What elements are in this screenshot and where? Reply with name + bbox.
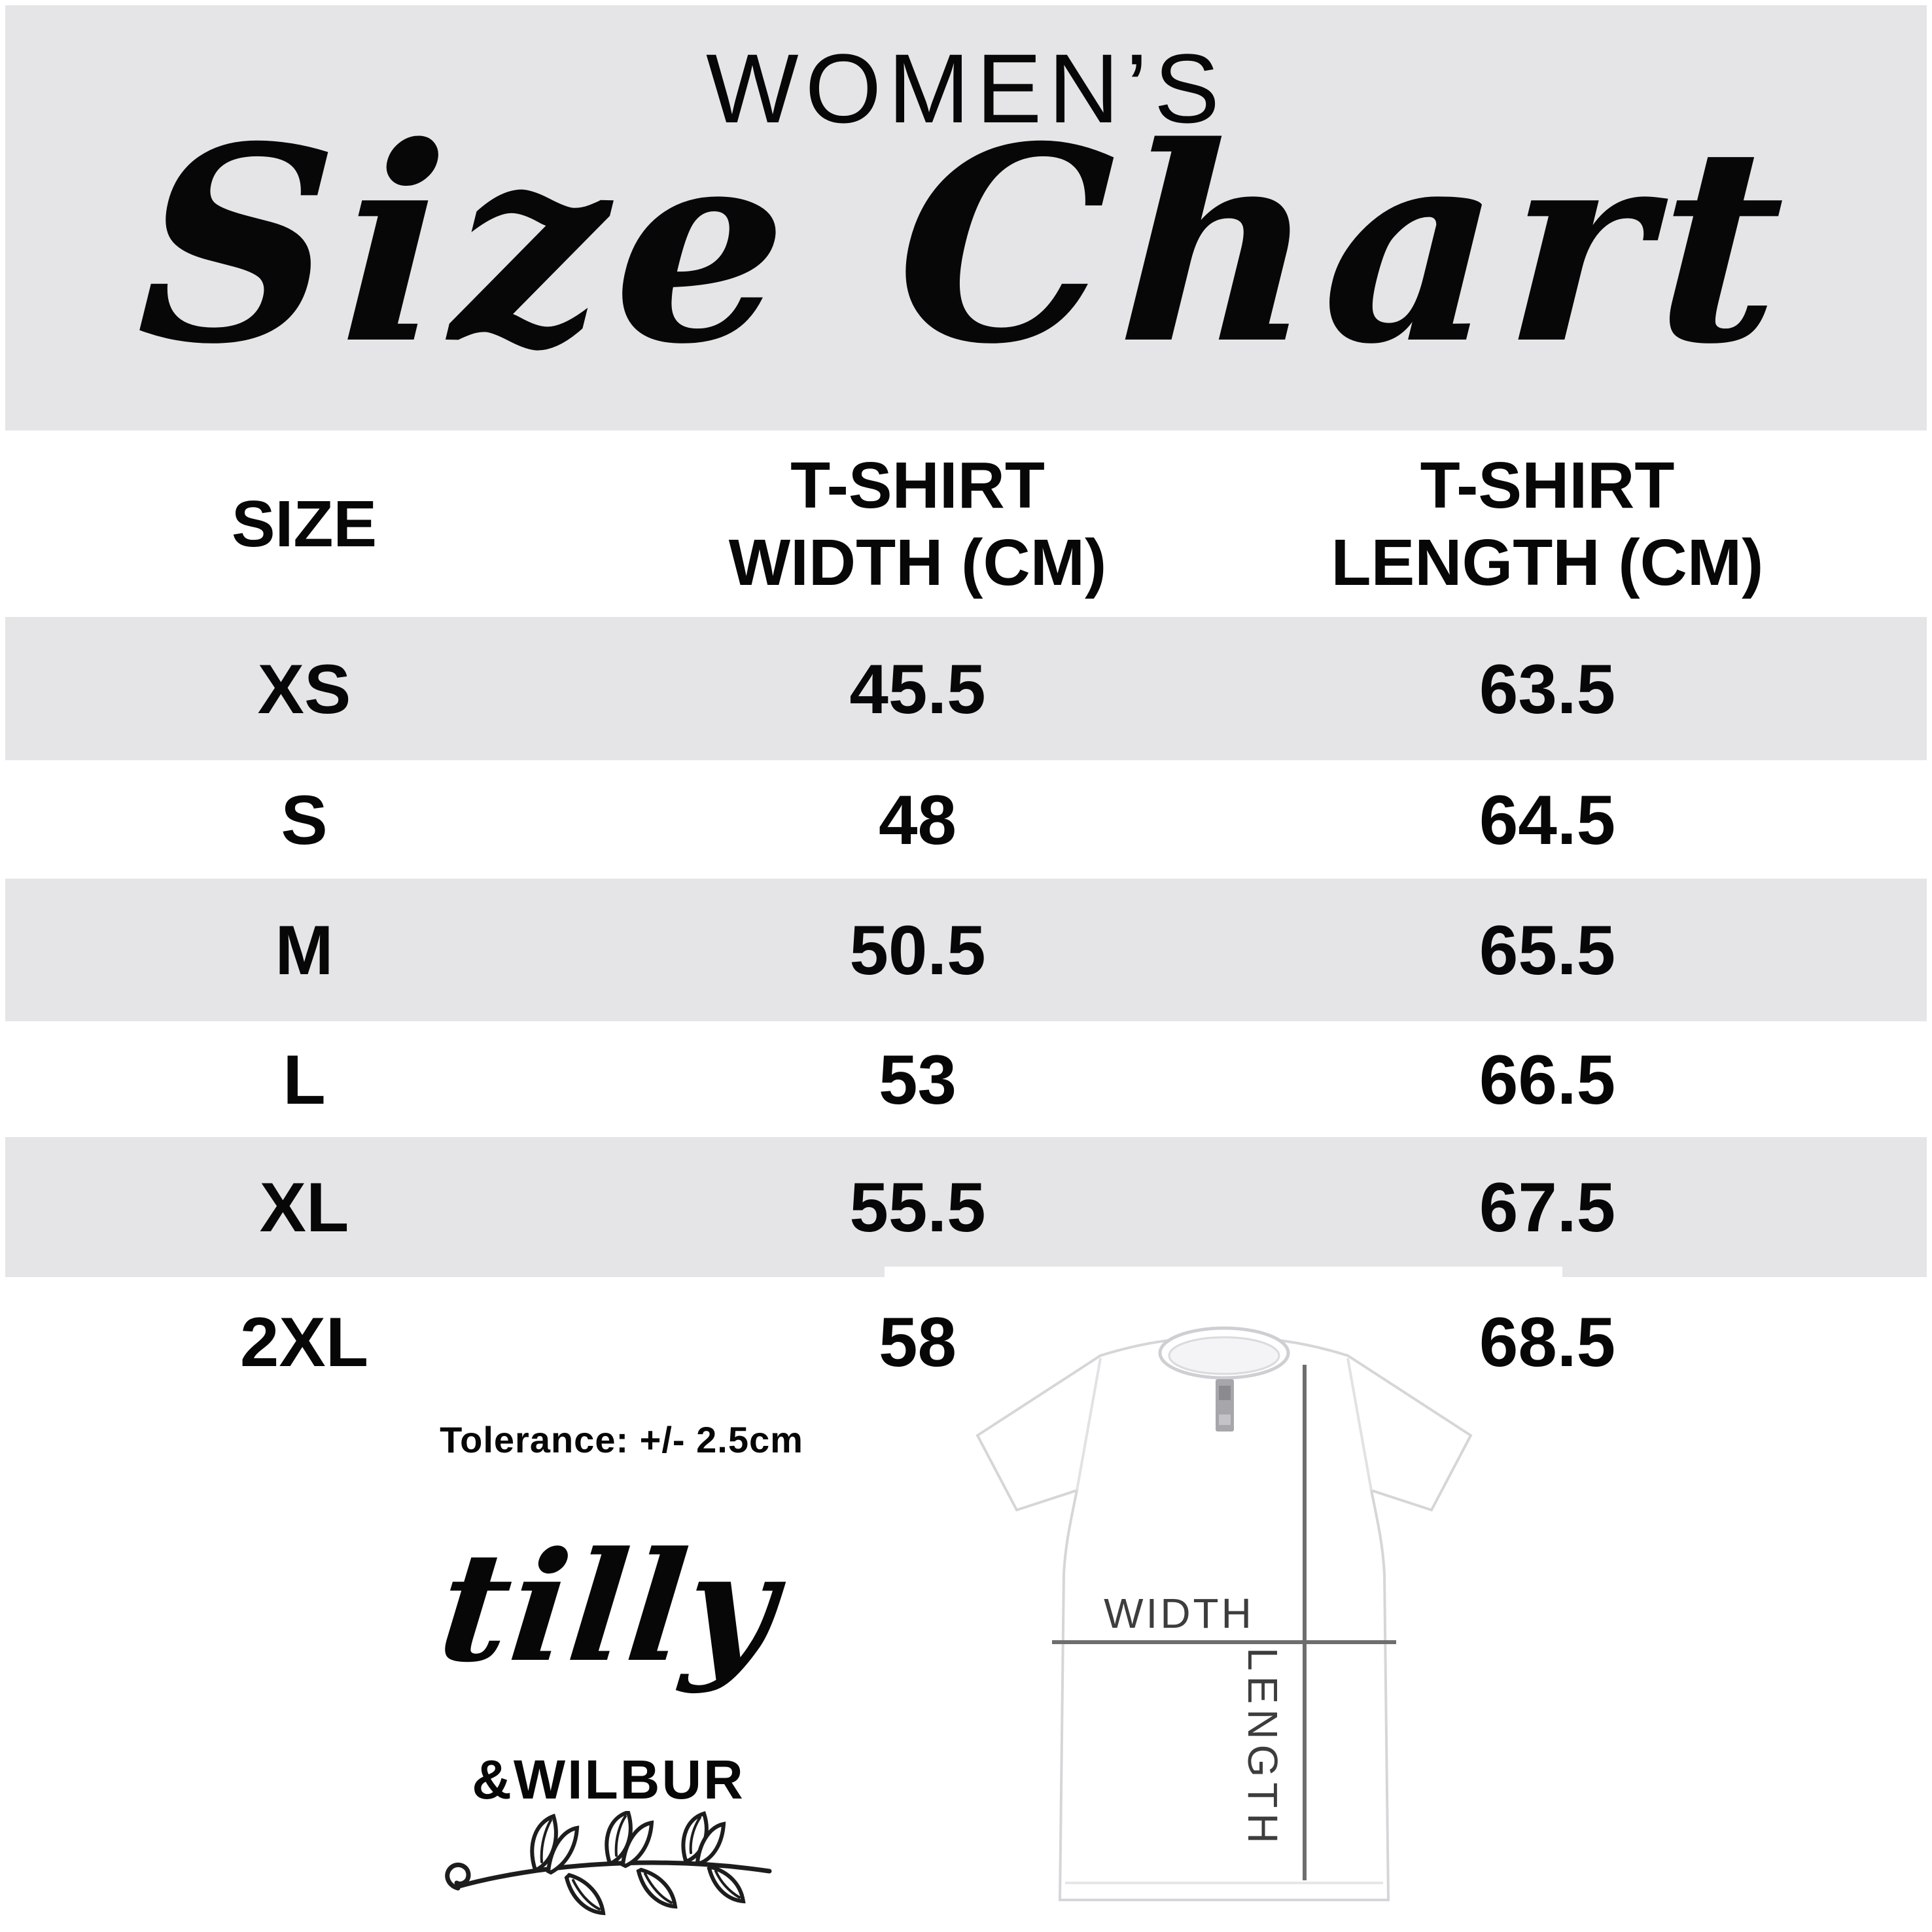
table-header-row: SIZE T-SHIRT WIDTH (CM) T-SHIRT LENGTH (… xyxy=(0,430,1932,617)
tolerance-note: Tolerance: +/- 2.5cm xyxy=(440,1419,803,1460)
column-header-length: T-SHIRT LENGTH (CM) xyxy=(1227,447,1868,601)
column-header-length-line2: LENGTH (CM) xyxy=(1331,525,1764,599)
header-eyebrow: WOMEN’S xyxy=(706,33,1226,143)
column-header-width-line2: WIDTH (CM) xyxy=(728,525,1107,599)
length-cell: 66.5 xyxy=(1479,1040,1616,1119)
laurel-branch-graphic xyxy=(445,1811,772,1916)
width-cell: 45.5 xyxy=(849,649,986,728)
table-row-xs: XS 45.5 63.5 xyxy=(0,617,1932,760)
width-cell: 48 xyxy=(878,780,957,859)
width-cell: 55.5 xyxy=(849,1168,986,1246)
measurement-lines: WIDTH LENGTH xyxy=(1052,1365,1396,1880)
table-row-s: S 48 64.5 xyxy=(0,760,1932,879)
table-row-m: M 50.5 65.5 xyxy=(0,879,1932,1021)
width-cell: 50.5 xyxy=(849,911,986,989)
column-header-size: SIZE xyxy=(231,487,378,561)
width-label: WIDTH xyxy=(1104,1590,1254,1637)
size-cell: 2XL xyxy=(239,1303,369,1381)
column-header-width: T-SHIRT WIDTH (CM) xyxy=(608,447,1227,601)
left-sleeve-seam xyxy=(1076,1358,1102,1491)
size-cell: XS xyxy=(257,649,351,728)
table-row-2xl: 2XL 58 68.5 xyxy=(0,1277,1932,1407)
size-cell: XL xyxy=(259,1168,349,1246)
column-header-length-line1: T-SHIRT xyxy=(1420,448,1675,522)
page-title: Size Chart xyxy=(132,88,1800,403)
size-table: SIZE T-SHIRT WIDTH (CM) T-SHIRT LENGTH (… xyxy=(0,430,1932,1407)
length-cell: 65.5 xyxy=(1479,911,1616,989)
neck-tag-label xyxy=(1219,1386,1231,1400)
length-cell: 68.5 xyxy=(1479,1303,1616,1381)
width-cell: 58 xyxy=(878,1303,957,1381)
logo-script-text: tilly xyxy=(431,1519,786,1696)
table-row-l: L 53 66.5 xyxy=(0,1021,1932,1137)
size-cell: M xyxy=(275,911,334,989)
length-cell: 63.5 xyxy=(1479,649,1616,728)
header-panel: WOMEN’S Size Chart xyxy=(5,5,1927,430)
tshirt-diagram: WIDTH LENGTH xyxy=(885,1267,1562,1932)
column-header-width-line1: T-SHIRT xyxy=(790,448,1045,522)
width-cell: 53 xyxy=(878,1040,957,1119)
length-label: LENGTH xyxy=(1239,1647,1286,1849)
collar-inner xyxy=(1168,1336,1280,1375)
logo-caps-text: &WILBUR xyxy=(472,1749,745,1810)
size-cell: S xyxy=(281,780,328,859)
right-sleeve-seam xyxy=(1346,1358,1373,1491)
table-body: XS 45.5 63.5 S 48 64.5 M 50.5 65.5 L 53 … xyxy=(0,617,1932,1407)
neck-tag-size xyxy=(1219,1414,1231,1425)
length-cell: 64.5 xyxy=(1479,780,1616,859)
tshirt-graphic xyxy=(975,1326,1473,1901)
table-row-xl: XL 55.5 67.5 xyxy=(0,1137,1932,1277)
length-cell: 67.5 xyxy=(1479,1168,1616,1246)
size-cell: L xyxy=(283,1040,326,1119)
